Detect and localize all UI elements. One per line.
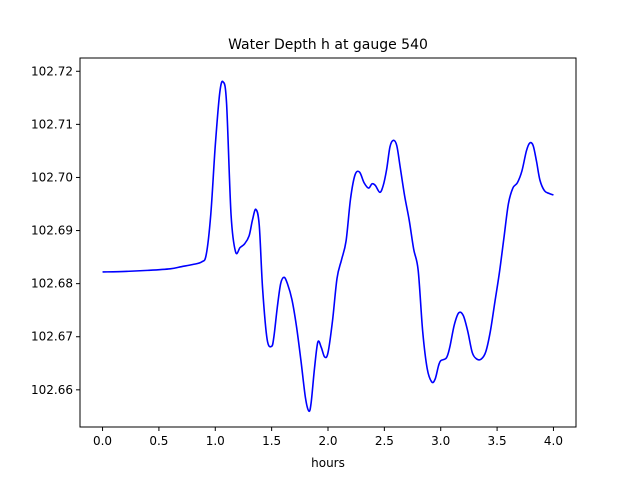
x-tick-label: 0.5 <box>149 434 168 448</box>
plot-frame <box>79 57 577 428</box>
x-tick-label: 3.0 <box>431 434 450 448</box>
y-tick-label: 102.72 <box>31 64 73 78</box>
series-line <box>102 80 554 413</box>
x-tick-label: 2.0 <box>318 434 337 448</box>
x-tick-label: 1.5 <box>262 434 281 448</box>
x-tick-label: 2.5 <box>375 434 394 448</box>
x-tick-label: 4.0 <box>544 434 563 448</box>
y-tick-label: 102.70 <box>31 170 73 184</box>
y-tick-label: 102.71 <box>31 117 73 131</box>
y-tick-label: 102.69 <box>31 224 73 238</box>
y-axis: 102.66 102.67 102.68 102.69 102.70 102.71 102.… <box>31 64 80 397</box>
chart-title: Water Depth h at gauge 540 <box>228 37 428 53</box>
x-axis: 0.0 0.5 1.0 1.5 2.0 2.5 3.0 3.5 4.0 <box>93 427 563 448</box>
x-tick-label: 1.0 <box>206 434 225 448</box>
x-tick-label: 3.5 <box>488 434 507 448</box>
x-tick-label: 0.0 <box>93 434 112 448</box>
y-tick-label: 102.67 <box>31 330 73 344</box>
y-tick-label: 102.66 <box>31 383 73 397</box>
x-axis-label: hours <box>311 456 345 470</box>
series-group <box>102 80 554 413</box>
y-tick-label: 102.68 <box>31 277 73 291</box>
